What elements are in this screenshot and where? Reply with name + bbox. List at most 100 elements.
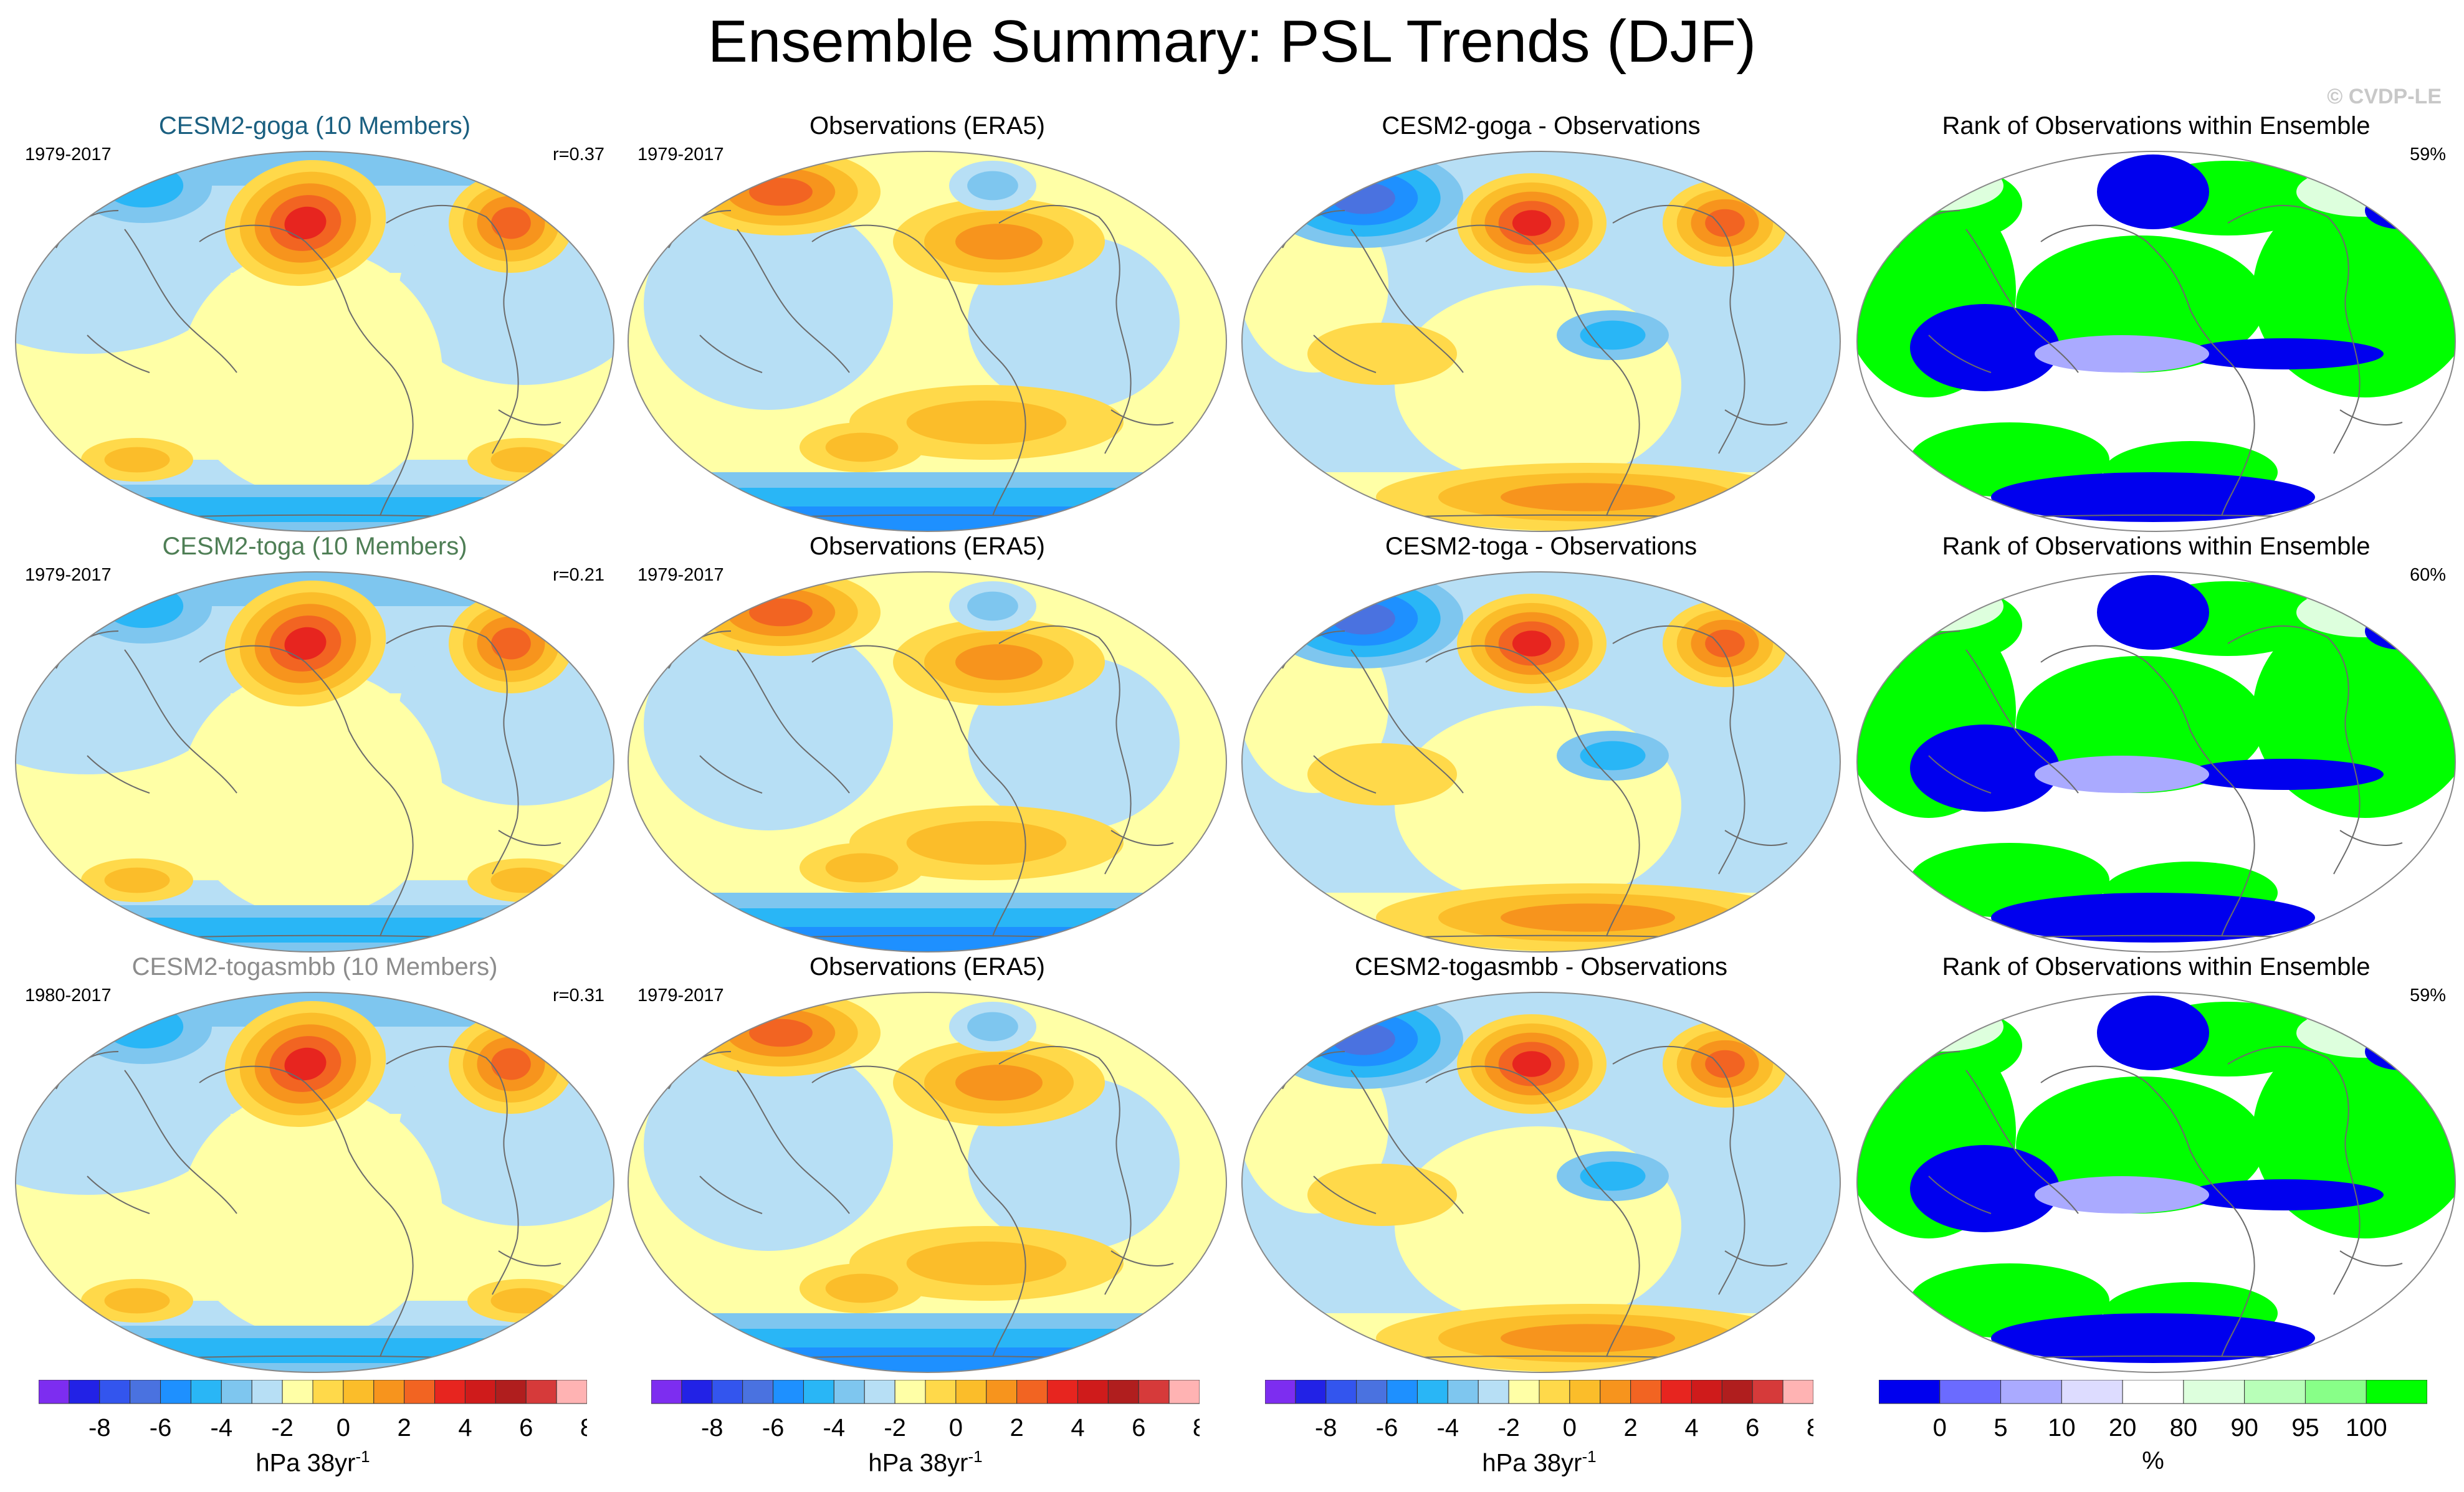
colorbar-swatch	[1661, 1379, 1692, 1404]
colorbar-tick-label: -8	[88, 1414, 111, 1442]
colorbar-tick-label: 80	[2170, 1414, 2198, 1442]
colorbar-swatch	[955, 1379, 987, 1404]
colorbar-swatch	[1478, 1379, 1509, 1404]
colorbar-swatch	[221, 1379, 252, 1404]
map-panel-r1c3: CESM2-goga - Observations	[1239, 112, 1843, 542]
colorbar-tick-label: -6	[150, 1414, 172, 1442]
colorbar-unit: hPa 38yr-1	[1482, 1447, 1597, 1477]
map-obs	[628, 571, 1227, 953]
colorbar-swatch	[1600, 1379, 1631, 1404]
watermark: © CVDP-LE	[2327, 85, 2442, 108]
colorbar-tick-label: 8	[580, 1414, 587, 1442]
colorbar-swatch	[803, 1379, 834, 1404]
panel-years: 1979-2017	[637, 986, 724, 1005]
panel-title: CESM2-goga - Observations	[1382, 112, 1701, 140]
colorbar-swatch	[495, 1379, 527, 1404]
colorbar-tick-label: 100	[2346, 1414, 2387, 1442]
colorbar-tick-label: 0	[1933, 1414, 1947, 1442]
page-title: Ensemble Summary: PSL Trends (DJF)	[707, 8, 1757, 75]
colorbar-swatch	[864, 1379, 895, 1404]
colorbar-swatch	[1721, 1379, 1753, 1404]
map-field	[628, 151, 1226, 531]
map-field	[1242, 151, 1840, 531]
panel-stat: 60%	[2409, 565, 2446, 585]
panel-title: CESM2-toga (10 Members)	[162, 533, 467, 560]
map-obs	[628, 151, 1227, 532]
colorbar-swatch	[712, 1379, 743, 1404]
colorbar-tick-label: 0	[949, 1414, 963, 1442]
colorbar-swatch	[2366, 1379, 2428, 1404]
map-outline	[15, 992, 614, 1373]
colorbar-tick-label: 6	[1745, 1414, 1759, 1442]
map-panel-r2c3: CESM2-toga - Observations	[1239, 533, 1843, 962]
panel-title: CESM2-togasmbb - Observations	[1354, 953, 1727, 981]
colorbar-tick-label: -4	[1437, 1414, 1459, 1442]
colorbar-swatch	[2183, 1379, 2245, 1404]
map-model	[15, 571, 614, 953]
map-panel-r2c4: Rank of Observations within Ensemble 60%	[1854, 533, 2458, 962]
colorbar-tick-label: 2	[398, 1414, 411, 1442]
colorbar-swatch	[1569, 1379, 1601, 1404]
colorbar-swatch	[1077, 1379, 1109, 1404]
panel-title: CESM2-togasmbb (10 Members)	[131, 953, 498, 981]
map-panel-r3c1: CESM2-togasmbb (10 Members) 1980-2017 r=0.…	[12, 953, 617, 1383]
map-panel-r1c1: CESM2-goga (10 Members) 1979-2017 r=0.37	[12, 112, 617, 542]
colorbar-swatch	[742, 1379, 774, 1404]
colorbar-tick-label: 8	[1807, 1414, 1813, 1442]
colorbar-unit: hPa 38yr-1	[255, 1447, 370, 1477]
colorbar-swatch	[2122, 1379, 2184, 1404]
colorbar-tick-label: -4	[823, 1414, 846, 1442]
colorbar-swatch	[38, 1379, 70, 1404]
map-obs	[628, 992, 1227, 1373]
panel-title: Rank of Observations within Ensemble	[1942, 533, 2371, 560]
panel-years: 1979-2017	[25, 565, 112, 585]
colorbar-swatch	[1539, 1379, 1570, 1404]
colorbar-tick-label: 4	[1071, 1414, 1084, 1442]
panel-title: Rank of Observations within Ensemble	[1942, 112, 2371, 140]
map-diff	[1241, 151, 1841, 532]
map-model	[15, 992, 614, 1373]
colorbar-tick-label: -8	[701, 1414, 723, 1442]
colorbar-swatch	[1356, 1379, 1388, 1404]
panel-stat: r=0.37	[552, 145, 604, 164]
map-outline	[15, 571, 614, 953]
colorbar-trend-2: -8 -6 -4 -2 0 2 4 6 8 hPa 38yr-1	[651, 1379, 1256, 1492]
colorbar-tick-label: -8	[1315, 1414, 1337, 1442]
colorbar-tick-label: -2	[884, 1414, 906, 1442]
panel-years: 1979-2017	[637, 565, 724, 585]
colorbar-swatch	[1878, 1379, 1941, 1404]
panel-stat: r=0.31	[552, 986, 604, 1005]
map-outline	[15, 151, 614, 532]
colorbar-swatch	[1691, 1379, 1722, 1404]
colorbar-swatch	[1107, 1379, 1139, 1404]
map-field	[1242, 992, 1840, 1372]
colorbar-swatch	[1782, 1379, 1814, 1404]
colorbar-swatch	[130, 1379, 161, 1404]
map-field	[1857, 572, 2455, 952]
colorbar-swatch	[464, 1379, 496, 1404]
colorbar-swatch	[1508, 1379, 1540, 1404]
map-panel-r3c2: Observations (ERA5) 1979-2017	[625, 953, 1230, 1383]
colorbar-swatch	[986, 1379, 1018, 1404]
colorbar-swatch	[1295, 1379, 1327, 1404]
map-field	[16, 151, 614, 531]
colorbar-swatch	[2304, 1379, 2367, 1404]
colorbar-swatch	[773, 1379, 804, 1404]
colorbar-swatch	[2061, 1379, 2123, 1404]
colorbar-swatch	[1047, 1379, 1078, 1404]
colorbar-swatch	[434, 1379, 466, 1404]
colorbar-swatch	[312, 1379, 344, 1404]
colorbar-tick-label: -4	[211, 1414, 233, 1442]
panel-title: Observations (ERA5)	[809, 953, 1045, 981]
colorbar-swatch	[1138, 1379, 1170, 1404]
map-outline	[628, 992, 1227, 1373]
colorbar-swatch	[99, 1379, 131, 1404]
map-panel-r1c4: Rank of Observations within Ensemble 59%	[1854, 112, 2458, 542]
map-rank	[1856, 992, 2456, 1373]
panel-title: Observations (ERA5)	[809, 533, 1045, 560]
map-field	[628, 992, 1226, 1372]
colorbar-swatch	[251, 1379, 283, 1404]
colorbar-trend-3: -8 -6 -4 -2 0 2 4 6 8 hPa 38yr-1	[1264, 1379, 1869, 1492]
colorbar-unit: %	[2142, 1447, 2164, 1475]
map-diff	[1241, 992, 1841, 1373]
